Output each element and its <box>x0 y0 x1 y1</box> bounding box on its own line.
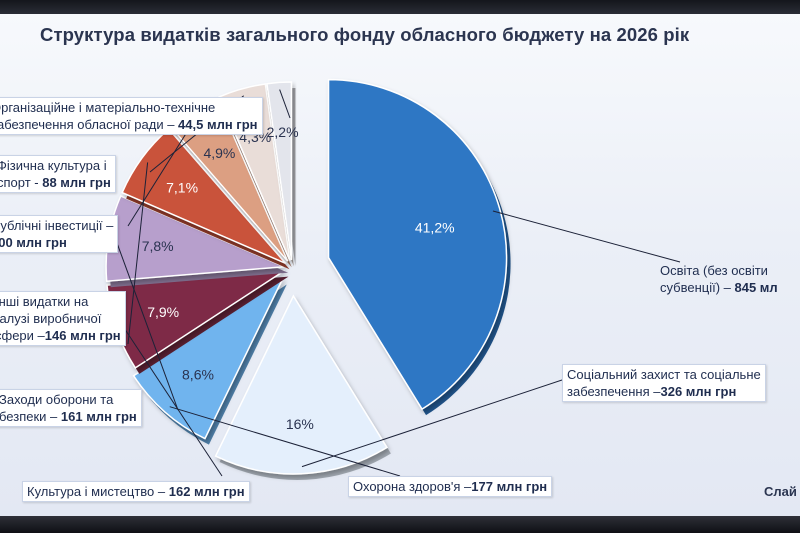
label-culture-text: Культура і мистецтво – <box>27 484 169 499</box>
label-production-line1: Інші видатки на <box>0 294 89 309</box>
label-sport-text: спорт - <box>0 175 43 190</box>
slice-percent-health: 8,6% <box>182 367 214 383</box>
label-production-text: сфери – <box>0 328 45 343</box>
leader-line-defense <box>115 238 179 411</box>
label-investments: Публічні інвестиції – 100 млн грн <box>0 215 119 253</box>
label-organization-value: 44,5 млн грн <box>178 117 258 132</box>
label-education-line1: Освіта (без освіти <box>660 263 768 278</box>
label-sport-line1: Фізична культура і <box>0 158 107 173</box>
slice-percent-social: 16% <box>286 416 314 432</box>
leader-line-organization <box>279 89 291 119</box>
label-culture-value: 162 млн грн <box>168 484 245 499</box>
label-culture: Культура і мистецтво – 162 млн грн <box>22 481 250 502</box>
slide-number-label: Слай <box>764 484 797 499</box>
slice-percent-investments: 4,9% <box>203 145 235 161</box>
screen-bezel-top <box>0 0 800 14</box>
slice-percent-production: 7,1% <box>166 180 198 196</box>
label-investments-value: 100 млн грн <box>0 235 67 250</box>
leader-line-education <box>492 210 681 263</box>
leader-line-production <box>127 162 149 345</box>
leader-line-social <box>301 379 563 468</box>
label-health-text: Охорона здоров'я – <box>353 479 472 494</box>
label-organization-line1: Організаційне і матеріально-технічне <box>0 100 216 115</box>
label-social-value: 326 млн грн <box>660 384 737 399</box>
pie-slice-organization <box>266 81 293 261</box>
label-social-line1: Соціальний захист та соціальне <box>567 367 761 382</box>
label-social-text: забезпечення – <box>567 384 661 399</box>
label-defense: Заходи оборони та безпеки – 161 млн грн <box>0 389 142 427</box>
label-education: Освіта (без освіти субвенції) – 845 мл <box>660 262 778 296</box>
label-education-text: субвенції) – <box>660 280 735 295</box>
slice-percent-organization: 2,2% <box>267 124 299 140</box>
slice-percent-education: 41,2% <box>415 220 455 236</box>
slide-title: Структура видатків загального фонду обла… <box>40 24 690 45</box>
pie-slice-education <box>327 78 508 411</box>
slice-percent-defense: 7,8% <box>142 238 174 254</box>
slice-percent-culture: 7,9% <box>147 304 179 320</box>
label-organization: Організаційне і матеріально-технічне заб… <box>0 97 263 135</box>
label-organization-text: забезпечення обласної ради – <box>0 117 179 132</box>
pie-slices <box>105 78 511 480</box>
label-health: Охорона здоров'я –177 млн грн <box>348 476 553 497</box>
label-investments-line1: Публічні інвестиції – <box>0 218 114 233</box>
label-defense-line1: Заходи оборони та <box>0 392 114 407</box>
label-social: Соціальний захист та соціальне забезпече… <box>562 364 766 402</box>
label-education-value: 845 мл <box>734 280 778 295</box>
leader-line-culture <box>122 325 223 477</box>
label-sport: Фізична культура і спорт - 88 млн грн <box>0 155 116 193</box>
label-production: Інші видатки на галузі виробничої сфери … <box>0 291 126 346</box>
label-defense-value: 161 млн грн <box>60 409 137 424</box>
label-production-line2: галузі виробничої <box>0 311 102 326</box>
label-defense-text: безпеки – <box>0 409 61 424</box>
leader-line-health <box>169 406 401 477</box>
screen-bezel-bottom <box>0 516 800 533</box>
label-production-value: 146 млн грн <box>44 328 121 343</box>
label-health-value: 177 млн грн <box>471 479 548 494</box>
label-sport-value: 88 млн грн <box>42 175 111 190</box>
pie-slice-social <box>214 294 388 475</box>
